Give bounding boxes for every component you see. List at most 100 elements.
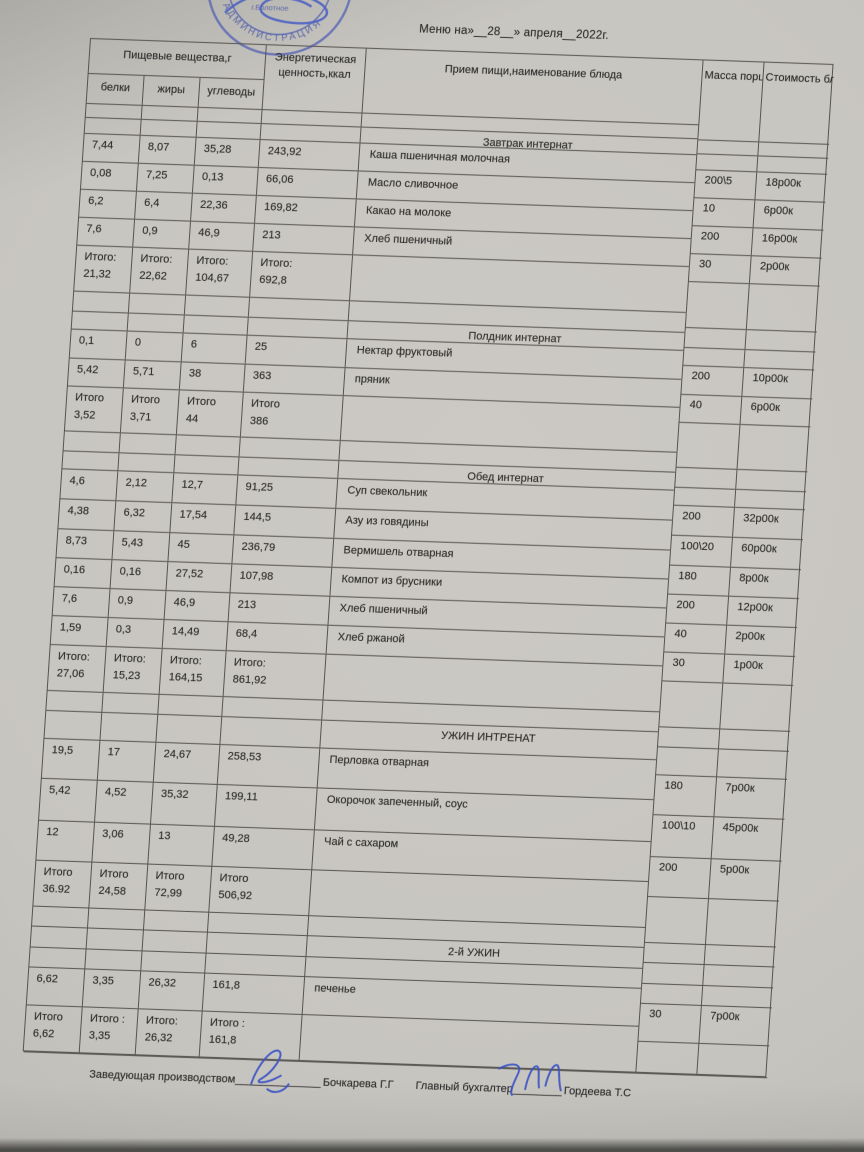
total-cell: Итого: 22,62	[130, 247, 190, 295]
cost-cell: 1р00к	[722, 654, 796, 685]
mass-cell: 100\10	[661, 819, 696, 833]
cost-cell: 6р00к	[739, 396, 813, 427]
cost-cell	[743, 350, 816, 370]
mass-cost-row: 40 2р00к	[664, 623, 798, 657]
nutrient-cell: 0,08	[80, 161, 139, 191]
mass-cell	[659, 681, 722, 728]
mass-cell	[696, 154, 757, 171]
nutrient-cell	[143, 910, 210, 932]
nutrient-cell	[205, 953, 307, 977]
nutrient-cell: 12,7	[172, 473, 239, 505]
nutrient-cell	[184, 295, 251, 317]
total-cell: Итого: 692,8	[250, 251, 354, 301]
nutrient-cell: 5,42	[39, 778, 98, 822]
nutrient-cell: 199,11	[214, 784, 318, 830]
mass-cell: 200	[681, 509, 702, 523]
mass-cost-row: 200 12р00к	[666, 594, 800, 629]
cost-cell: 18р00к	[754, 172, 828, 202]
nutrient-cell: 46,9	[189, 221, 255, 251]
header-mass: Масса порции,г	[704, 69, 764, 85]
mass-cell: 30	[698, 258, 712, 271]
cost-cell	[757, 142, 830, 158]
cost-cell: 10р00к	[741, 367, 815, 399]
nutrient-cell: 49,28	[212, 826, 315, 870]
nutrient-cell	[206, 932, 308, 957]
total-cell: Итого 3,52	[64, 386, 124, 433]
mass-cell	[675, 468, 736, 489]
nutrient-cell	[71, 311, 129, 331]
cost-cell	[702, 964, 775, 988]
mass-cost-row: 200 16р00к	[690, 226, 824, 259]
nutrient-cell	[72, 291, 131, 313]
nutrient-cell: 7,6	[52, 587, 111, 618]
nutrient-cell	[88, 908, 146, 930]
nutrient-cell	[85, 949, 143, 971]
mass-cell: 200	[658, 861, 678, 874]
total-cell: Итого :161,8	[199, 1011, 303, 1061]
cost-cell	[745, 284, 820, 332]
total-cell: Итого: 15,23	[103, 646, 163, 694]
mass-cell: 100\20	[679, 539, 715, 554]
nutrient-cell: 0,13	[192, 165, 259, 195]
table-left-rows: Завтрак интернат 7,44 8,07 35,28 243,92 Каша …	[23, 103, 700, 1074]
total-cell: Итого 3,71	[120, 388, 180, 435]
nutrient-cell: 14,49	[162, 619, 229, 651]
cost-cell: 7р00к	[698, 1005, 772, 1046]
nutrient-cell	[44, 710, 103, 740]
total-cell: Итого: 861,92	[223, 651, 327, 700]
nutrient-cell	[30, 926, 88, 949]
nutrient-cell	[32, 906, 90, 928]
nutrient-cell: 7,25	[136, 163, 195, 193]
nutrient-cell: 3,35	[82, 969, 142, 1009]
mass-cost-row: 10 6р00к	[692, 198, 826, 231]
nutrient-cell: 5,71	[123, 360, 182, 390]
nutrient-cell: 5,43	[112, 531, 171, 562]
nutrient-cell: 25	[245, 335, 348, 368]
mass-cell: 180	[677, 569, 698, 583]
nutrient-cell	[142, 930, 208, 953]
mass-cell	[674, 488, 735, 507]
cost-cell: 6р00к	[752, 200, 826, 230]
nutrient-cell	[222, 697, 324, 720]
nutrient-cell: 68,4	[226, 622, 329, 654]
mass-cell: 200	[691, 370, 711, 383]
nutrient-cell: 4,52	[95, 780, 154, 824]
nutrient-cell	[141, 105, 199, 121]
table-left-columns: Пищевые вещества,г белки жиры углеводы Э…	[23, 39, 704, 1074]
header-energy: Энергетическая ценность,ккал	[262, 45, 367, 114]
cost-cell: 60р00к	[730, 537, 803, 570]
nutrient-cell: 26,32	[138, 971, 206, 1011]
nutrient-cell	[118, 453, 176, 473]
nutrient-cell: 27,52	[166, 562, 233, 593]
mass-cell	[636, 1042, 698, 1075]
mass-cell: 200	[700, 230, 720, 244]
mass-cell	[683, 348, 744, 367]
nutrient-cell	[207, 912, 310, 936]
nutrient-cell: 17	[97, 740, 157, 782]
total-cell: Итого: 26,32	[135, 1009, 203, 1058]
footer-right-line: ________	[512, 1083, 563, 1098]
total-cell: Итого: 27,06	[47, 644, 107, 692]
nutrient-cell	[183, 315, 249, 335]
cost-cell	[703, 945, 776, 967]
nutrient-cell: 236,79	[232, 535, 335, 567]
nutrient-cell: 4,6	[60, 469, 119, 501]
mass-cost-row: 200 5р00к	[647, 857, 782, 902]
nutrient-cell	[174, 455, 240, 475]
total-cell: Итого 506,92	[209, 866, 313, 916]
total-cell: Итого 386	[240, 392, 344, 440]
mass-cost-row	[685, 282, 820, 333]
total-cell: Итого: 104,67	[186, 249, 254, 297]
nutrient-cell	[85, 103, 143, 119]
nutrient-cell	[119, 433, 177, 455]
mass-cell: 200\5	[704, 174, 733, 188]
nutrient-cell: 46,9	[164, 591, 231, 622]
cost-cell: 7р00к	[713, 777, 788, 819]
cost-cell	[717, 729, 791, 751]
nutrient-cell: 1,59	[50, 616, 109, 646]
mass-cell: 30	[672, 656, 686, 670]
nutrient-cell	[84, 117, 142, 135]
mass-cost-row: 200 32р00к	[671, 505, 805, 541]
mass-cell: 40	[689, 399, 703, 412]
